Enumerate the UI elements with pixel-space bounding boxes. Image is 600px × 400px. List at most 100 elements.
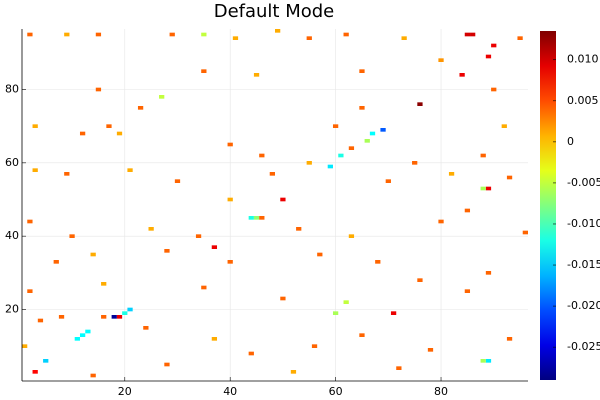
heatmap-cell bbox=[201, 32, 207, 37]
colorbar-tick-label: -0.025 bbox=[567, 340, 600, 353]
heatmap-cell bbox=[101, 282, 107, 286]
heatmap-cell bbox=[37, 318, 44, 323]
heatmap-cell bbox=[211, 337, 218, 341]
heatmap-cell bbox=[338, 153, 344, 158]
heatmap-cell bbox=[438, 58, 444, 62]
colorbar-tick-label: -0.020 bbox=[567, 299, 600, 312]
heatmap-cell bbox=[211, 245, 218, 249]
heatmap-cell bbox=[74, 337, 80, 341]
heatmap-cell bbox=[79, 333, 86, 337]
heatmap-cell bbox=[390, 311, 397, 315]
heatmap-cell bbox=[275, 29, 281, 33]
heatmap-cell bbox=[127, 168, 133, 172]
heatmap-cell bbox=[369, 131, 376, 136]
heatmap-cell bbox=[253, 73, 260, 77]
heatmap-cell bbox=[43, 359, 49, 363]
heatmap-cell bbox=[464, 289, 471, 293]
heatmap-cell bbox=[58, 315, 65, 319]
heatmap-cell bbox=[332, 124, 339, 128]
colorbar bbox=[540, 31, 556, 380]
heatmap-cell bbox=[53, 260, 59, 264]
x-tick-label: 80 bbox=[434, 385, 448, 398]
heatmap-cell bbox=[359, 69, 365, 73]
heatmap-cell bbox=[385, 179, 391, 183]
heatmap-cell bbox=[485, 186, 492, 191]
heatmap-cell bbox=[116, 131, 123, 136]
heatmap-cell bbox=[501, 124, 507, 128]
heatmap-cell bbox=[227, 260, 233, 264]
y-tick-label: 20 bbox=[5, 303, 19, 316]
heatmap-cell bbox=[164, 249, 170, 253]
heatmap-cell bbox=[95, 32, 102, 37]
heatmap-cell bbox=[464, 32, 471, 37]
colorbar-tick-label: -0.010 bbox=[567, 217, 600, 230]
heatmap-cell bbox=[290, 370, 297, 374]
heatmap-cell bbox=[195, 234, 202, 238]
heatmap-cell bbox=[95, 87, 102, 92]
heatmap-cell bbox=[79, 131, 86, 136]
heatmap-cell bbox=[396, 366, 402, 370]
heatmap-cell bbox=[491, 87, 497, 92]
heatmap-cell bbox=[164, 362, 170, 367]
heatmap-cell bbox=[317, 252, 323, 257]
heatmap-cell bbox=[359, 333, 365, 337]
heatmap-cell bbox=[359, 106, 365, 110]
colorbar-tick-label: 0 bbox=[567, 135, 574, 148]
heatmap-cell bbox=[90, 252, 96, 257]
heatmap-cell bbox=[296, 227, 302, 231]
heatmap-cell bbox=[280, 197, 286, 202]
heatmap-cell bbox=[343, 300, 349, 304]
heatmap-cell bbox=[485, 271, 492, 275]
y-tick-label: 60 bbox=[5, 156, 19, 169]
heatmap-cell bbox=[280, 296, 286, 301]
heatmap-cell bbox=[480, 153, 486, 158]
heatmap-cell bbox=[232, 36, 239, 40]
y-tick-label: 80 bbox=[5, 83, 19, 96]
heatmap-cell bbox=[248, 216, 254, 220]
heatmap-cell bbox=[348, 234, 355, 238]
heatmap-cell bbox=[69, 234, 75, 238]
x-tick-label: 60 bbox=[329, 385, 343, 398]
heatmap-cell bbox=[64, 172, 70, 176]
heatmap-cell bbox=[506, 175, 513, 180]
heatmap-cell bbox=[143, 326, 149, 330]
heatmap-cell bbox=[364, 139, 370, 143]
heatmap-cell bbox=[306, 36, 312, 40]
heatmap-cell bbox=[348, 146, 355, 150]
colorbar-tick-label: -0.005 bbox=[567, 176, 600, 189]
heatmap-cell bbox=[32, 370, 38, 374]
heatmap-cell bbox=[90, 373, 96, 378]
heatmap-cell bbox=[116, 315, 123, 319]
heatmap-cell bbox=[417, 278, 423, 282]
heatmap-cell bbox=[485, 359, 492, 363]
heatmap-cell bbox=[111, 315, 117, 319]
heatmap-cell bbox=[227, 142, 233, 147]
heatmap-cell bbox=[101, 315, 107, 319]
heatmap-cell bbox=[27, 219, 33, 224]
heatmap-cell bbox=[201, 69, 207, 73]
heatmap-cell bbox=[174, 179, 181, 183]
heatmap-cell bbox=[343, 32, 349, 37]
colorbar-tick-label: -0.015 bbox=[567, 258, 600, 271]
heatmap-cell bbox=[417, 102, 423, 106]
heatmap-cell bbox=[517, 36, 523, 40]
heatmap-cell bbox=[137, 106, 144, 110]
heatmap-cell bbox=[470, 32, 476, 37]
heatmap-cell bbox=[522, 230, 528, 235]
x-tick-label: 40 bbox=[223, 385, 237, 398]
y-tick-label: 40 bbox=[5, 229, 19, 242]
heatmap-cell bbox=[169, 32, 175, 37]
heatmap-cell bbox=[85, 329, 91, 334]
heatmap-cell bbox=[27, 289, 33, 293]
colorbar-tick-label: 0.010 bbox=[567, 53, 599, 66]
colorbar-tick-label: 0.005 bbox=[567, 94, 599, 107]
heatmap-cell bbox=[64, 32, 70, 37]
heatmap-cell bbox=[159, 95, 165, 99]
heatmap-cell bbox=[259, 216, 265, 220]
heatmap-cell bbox=[375, 260, 381, 264]
heatmap-cell bbox=[22, 344, 28, 348]
heatmap-cell bbox=[327, 164, 333, 169]
heatmap-cell bbox=[122, 311, 128, 315]
